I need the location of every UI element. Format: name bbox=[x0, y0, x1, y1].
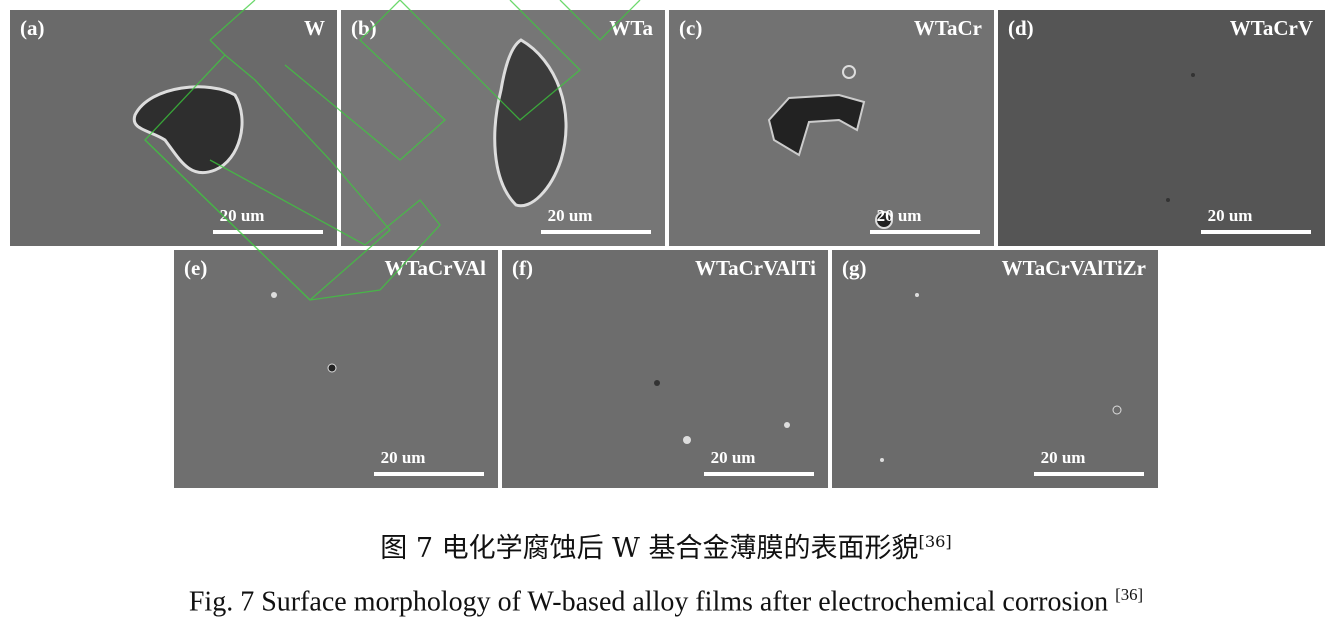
caption-chinese: 图 7 电化学腐蚀后 W 基合金薄膜的表面形貌[36] bbox=[0, 526, 1332, 565]
panel-alloy-name: WTaCrVAlTi bbox=[695, 256, 816, 280]
sem-panel-wtacrvaltizr: (g) WTaCrVAlTiZr 20 um bbox=[832, 250, 1158, 488]
panel-alloy-name: WTa bbox=[609, 16, 653, 40]
scale-bar-label: 20 um bbox=[1040, 448, 1086, 467]
panel-label: (f) bbox=[512, 256, 533, 280]
scale-bar bbox=[541, 230, 651, 234]
sem-panel-wtacrv: (d) WTaCrV 20 um bbox=[998, 10, 1325, 246]
caption-english: Fig. 7 Surface morphology of W-based all… bbox=[0, 585, 1332, 618]
scale-bar-label: 20 um bbox=[380, 448, 426, 467]
panel-label: (b) bbox=[351, 16, 377, 40]
sem-image bbox=[654, 380, 790, 444]
caption-chinese-text: 图 7 电化学腐蚀后 W 基合金薄膜的表面形貌 bbox=[380, 533, 919, 564]
caption-chinese-ref: [36] bbox=[918, 532, 952, 551]
sem-panel-wtacr: (c) WTaCr 20 um bbox=[669, 10, 994, 246]
scale-bar bbox=[704, 472, 814, 476]
panel-alloy-name: WTaCrVAlTiZr bbox=[1001, 256, 1146, 280]
sem-image bbox=[767, 65, 893, 229]
scale-bar bbox=[213, 230, 323, 234]
sem-panel-wtacrval: (e) WTaCrVAl 20 um bbox=[174, 250, 498, 488]
panel-alloy-name: W bbox=[304, 16, 325, 40]
scale-bar-label: 20 um bbox=[710, 448, 756, 467]
scale-bar-label: 20 um bbox=[219, 206, 265, 225]
panel-alloy-name: WTaCr bbox=[913, 16, 982, 40]
scale-bar-label: 20 um bbox=[547, 206, 593, 225]
panel-label: (a) bbox=[20, 16, 45, 40]
scale-bar-label: 20 um bbox=[876, 206, 922, 225]
scale-bar-label: 20 um bbox=[1207, 206, 1253, 225]
scale-bar bbox=[374, 472, 484, 476]
caption-english-ref: [36] bbox=[1115, 585, 1144, 604]
panel-label: (d) bbox=[1008, 16, 1034, 40]
panel-alloy-name: WTaCrVAl bbox=[384, 256, 486, 280]
sem-panel-w: (a) W 20 um bbox=[10, 10, 337, 246]
panel-label: (e) bbox=[184, 256, 208, 280]
panel-alloy-name: WTaCrV bbox=[1229, 16, 1313, 40]
scale-bar bbox=[1201, 230, 1311, 234]
sem-panel-wta: (b) WTa 20 um bbox=[341, 10, 665, 246]
panel-label: (g) bbox=[842, 256, 867, 280]
sem-image bbox=[880, 293, 1122, 462]
scale-bar bbox=[1034, 472, 1144, 476]
sem-panel-wtacrvalti: (f) WTaCrVAlTi 20 um bbox=[502, 250, 828, 488]
sem-image bbox=[1166, 73, 1195, 202]
caption-english-text: Fig. 7 Surface morphology of W-based all… bbox=[188, 586, 1116, 618]
scale-bar bbox=[870, 230, 980, 234]
panel-label: (c) bbox=[679, 16, 703, 40]
